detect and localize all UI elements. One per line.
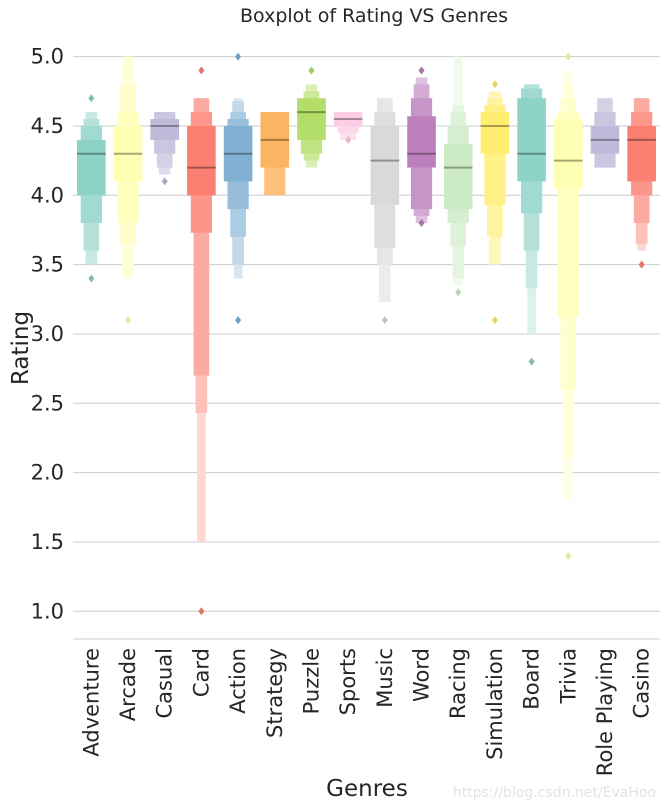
x-tick-label: Action (226, 648, 250, 714)
series-card (187, 66, 216, 616)
outlier-point (235, 52, 242, 61)
outlier-point (308, 66, 315, 75)
series-adventure (77, 94, 106, 283)
y-tick-label: 4.0 (31, 183, 64, 207)
box-level-1 (443, 143, 473, 210)
y-tick-label: 3.0 (31, 322, 64, 346)
x-tick-label: Arcade (116, 648, 140, 721)
outlier-point (345, 135, 352, 144)
y-tick-label: 5.0 (31, 45, 64, 69)
x-tick-label: Role Playing (593, 648, 617, 776)
box-level-1 (553, 119, 583, 189)
x-tick-label: Puzzle (299, 648, 323, 714)
x-tick-label: Simulation (483, 648, 507, 760)
series-strategy (260, 112, 290, 196)
watermark-text: https://blog.csdn.net/EvaHoo (453, 785, 656, 801)
outlier-point (565, 52, 572, 61)
x-tick-label: Casino (630, 648, 654, 718)
y-tick-label: 1.0 (31, 599, 64, 623)
outlier-point (198, 66, 205, 75)
series-action (223, 52, 253, 325)
y-axis-label: Rating (8, 311, 34, 385)
outlier-point (381, 316, 388, 325)
outlier-point (88, 94, 95, 103)
outlier-point (638, 260, 645, 269)
box-level-1 (407, 116, 436, 168)
x-tick-label: Music (373, 648, 397, 708)
outlier-point (455, 288, 462, 297)
box-level-1 (187, 125, 216, 196)
box-level-1 (297, 98, 326, 140)
grid-lines (73, 56, 660, 612)
box-level-1 (480, 112, 510, 154)
x-tick-label: Board (520, 648, 544, 710)
x-tick-labels: Adventure Arcade Casual Card Action Strategy P… (79, 648, 653, 776)
outlier-point (235, 316, 242, 325)
series-arcade (113, 56, 143, 325)
x-tick-label: Card (189, 648, 213, 697)
box-level-1 (77, 139, 106, 196)
outlier-point (491, 316, 498, 325)
outlier-point (125, 316, 132, 325)
series-trivia (553, 52, 583, 560)
outlier-point (565, 551, 572, 560)
x-tick-label: Trivia (556, 648, 580, 704)
y-tick-label: 2.0 (31, 461, 64, 485)
outlier-point (88, 274, 95, 283)
series-puzzle (297, 66, 326, 168)
series-board (517, 84, 546, 366)
chart-title: Boxplot of Rating VS Genres (240, 5, 508, 27)
plot-area (77, 52, 656, 616)
y-tick-label: 1.5 (31, 530, 64, 554)
outlier-point (491, 80, 498, 89)
series-racing (443, 56, 473, 297)
outlier-point (418, 66, 425, 75)
y-tick-label: 4.5 (31, 114, 64, 138)
box-level-1 (370, 125, 400, 206)
series-role-playing (590, 98, 620, 168)
series-casino (627, 98, 656, 269)
series-simulation (480, 80, 510, 325)
outlier-point (418, 219, 425, 228)
outlier-point (161, 177, 168, 186)
x-axis-label: Genres (326, 776, 408, 802)
x-tick-label: Adventure (79, 648, 103, 757)
y-tick-labels: 1.0 1.5 2.0 2.5 3.0 3.5 4.0 4.5 5.0 (31, 45, 64, 624)
x-tick-label: Casual (153, 648, 177, 719)
x-tick-label: Racing (446, 648, 470, 719)
series-word (407, 66, 436, 228)
box-level-1 (150, 119, 180, 140)
x-tick-label: Strategy (263, 648, 287, 738)
x-tick-label: Sports (336, 648, 360, 715)
series-casual (150, 112, 180, 186)
series-sports (333, 112, 363, 144)
outlier-point (528, 357, 535, 366)
x-tick-label: Word (410, 648, 434, 702)
series-music (370, 98, 400, 325)
y-tick-label: 3.5 (31, 253, 64, 277)
box-level-1 (627, 125, 656, 182)
y-tick-label: 2.5 (31, 391, 64, 415)
outlier-point (198, 607, 205, 616)
box-level-1 (517, 98, 546, 182)
